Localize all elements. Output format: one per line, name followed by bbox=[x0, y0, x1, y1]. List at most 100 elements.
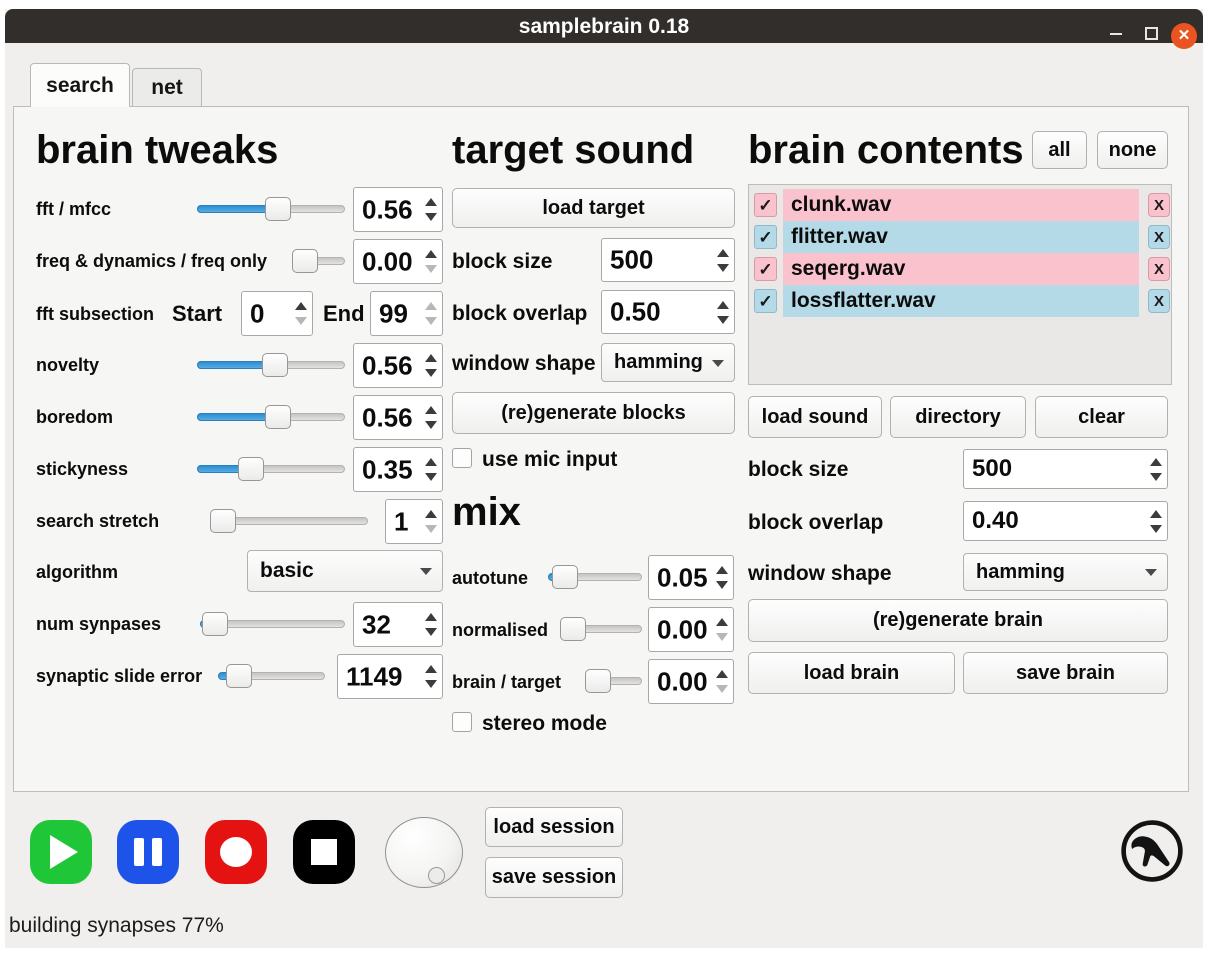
load-sound-button[interactable]: load sound bbox=[748, 396, 882, 438]
normalised-spinbox[interactable]: 0.00 bbox=[648, 607, 734, 652]
clear-button[interactable]: clear bbox=[1035, 396, 1168, 438]
search-stretch-slider[interactable] bbox=[210, 509, 368, 533]
slider-handle[interactable] bbox=[202, 612, 228, 636]
close-icon[interactable]: ✕ bbox=[1171, 23, 1197, 49]
freq-dynamics-spinbox[interactable]: 0.00 bbox=[353, 239, 443, 284]
fft-mfcc-slider[interactable] bbox=[197, 197, 345, 221]
spin-up-icon[interactable] bbox=[1150, 457, 1162, 466]
stickyness-spinbox[interactable]: 0.35 bbox=[353, 447, 443, 492]
num-synpases-spinbox[interactable]: 32 bbox=[353, 602, 443, 647]
maximize-icon[interactable] bbox=[1145, 27, 1158, 40]
spin-down-icon[interactable] bbox=[425, 628, 437, 636]
slider-handle[interactable] bbox=[292, 249, 318, 273]
spin-down-icon[interactable] bbox=[425, 525, 437, 533]
directory-button[interactable]: directory bbox=[890, 396, 1026, 438]
fft-subsection-start-spinbox[interactable]: 0 bbox=[241, 291, 313, 336]
regenerate-brain-button[interactable]: (re)generate brain bbox=[748, 599, 1168, 642]
load-session-button[interactable]: load session bbox=[485, 807, 623, 847]
remove-sample-button[interactable]: X bbox=[1148, 193, 1170, 217]
select-all-button[interactable]: all bbox=[1032, 131, 1087, 169]
spin-down-icon[interactable] bbox=[1150, 472, 1162, 481]
titlebar[interactable]: samplebrain 0.18 ✕ bbox=[5, 9, 1203, 49]
novelty-spinbox[interactable]: 0.56 bbox=[353, 343, 443, 388]
remove-sample-button[interactable]: X bbox=[1148, 225, 1170, 249]
spin-up-icon[interactable] bbox=[717, 248, 729, 257]
spin-down-icon[interactable] bbox=[425, 265, 437, 273]
slider-handle[interactable] bbox=[226, 664, 252, 688]
spin-up-icon[interactable] bbox=[425, 510, 437, 518]
save-session-button[interactable]: save session bbox=[485, 857, 623, 898]
regenerate-blocks-button[interactable]: (re)generate blocks bbox=[452, 392, 735, 434]
spin-up-icon[interactable] bbox=[717, 300, 729, 309]
play-button[interactable] bbox=[30, 820, 92, 884]
boredom-spinbox[interactable]: 0.56 bbox=[353, 395, 443, 440]
sample-checkbox[interactable]: ✓ bbox=[754, 225, 777, 249]
slider-handle[interactable] bbox=[585, 669, 611, 693]
synaptic-slide-error-slider[interactable] bbox=[218, 664, 325, 688]
slider-handle[interactable] bbox=[560, 617, 586, 641]
sample-name[interactable]: flitter.wav bbox=[783, 221, 1139, 253]
spin-down-icon[interactable] bbox=[717, 315, 729, 324]
boredom-slider[interactable] bbox=[197, 405, 345, 429]
slider-handle[interactable] bbox=[210, 509, 236, 533]
brain-contents-list[interactable]: ✓ clunk.wav X ✓ flitter.wav X ✓ seqerg.w… bbox=[748, 184, 1172, 385]
spin-up-icon[interactable] bbox=[295, 302, 307, 310]
fft-mfcc-spinbox[interactable]: 0.56 bbox=[353, 187, 443, 232]
fft-subsection-end-spinbox[interactable]: 99 bbox=[370, 291, 443, 336]
algorithm-dropdown[interactable]: basic bbox=[247, 550, 443, 592]
spin-up-icon[interactable] bbox=[716, 670, 728, 678]
spin-down-icon[interactable] bbox=[425, 473, 437, 481]
spin-down-icon[interactable] bbox=[425, 680, 437, 688]
search-stretch-spinbox[interactable]: 1 bbox=[385, 499, 443, 544]
spin-up-icon[interactable] bbox=[425, 458, 437, 466]
sample-name[interactable]: lossflatter.wav bbox=[783, 285, 1139, 317]
normalised-slider[interactable] bbox=[560, 617, 642, 641]
list-item[interactable]: ✓ clunk.wav X bbox=[749, 189, 1173, 221]
record-button[interactable] bbox=[205, 820, 267, 884]
remove-sample-button[interactable]: X bbox=[1148, 257, 1170, 281]
spin-up-icon[interactable] bbox=[425, 354, 437, 362]
brain-block-overlap-spinbox[interactable]: 0.40 bbox=[963, 501, 1168, 541]
brain-block-size-spinbox[interactable]: 500 bbox=[963, 449, 1168, 489]
autotune-slider[interactable] bbox=[548, 565, 642, 589]
spin-down-icon[interactable] bbox=[295, 317, 307, 325]
spin-up-icon[interactable] bbox=[716, 618, 728, 626]
spin-down-icon[interactable] bbox=[425, 317, 437, 325]
slider-handle[interactable] bbox=[238, 457, 264, 481]
target-window-shape-dropdown[interactable]: hamming bbox=[601, 343, 735, 382]
load-brain-button[interactable]: load brain bbox=[748, 652, 955, 694]
save-brain-button[interactable]: save brain bbox=[963, 652, 1168, 694]
spin-up-icon[interactable] bbox=[716, 566, 728, 574]
spin-down-icon[interactable] bbox=[716, 633, 728, 641]
synaptic-slide-error-spinbox[interactable]: 1149 bbox=[337, 654, 443, 699]
sample-checkbox[interactable]: ✓ bbox=[754, 289, 777, 313]
spin-down-icon[interactable] bbox=[717, 263, 729, 272]
spin-down-icon[interactable] bbox=[425, 213, 437, 221]
spin-up-icon[interactable] bbox=[425, 406, 437, 414]
spin-up-icon[interactable] bbox=[425, 198, 437, 206]
spin-up-icon[interactable] bbox=[425, 665, 437, 673]
stop-button[interactable] bbox=[293, 820, 355, 884]
stickyness-slider[interactable] bbox=[197, 457, 345, 481]
remove-sample-button[interactable]: X bbox=[1148, 289, 1170, 313]
spin-up-icon[interactable] bbox=[425, 250, 437, 258]
pause-button[interactable] bbox=[117, 820, 179, 884]
list-item[interactable]: ✓ seqerg.wav X bbox=[749, 253, 1173, 285]
spin-down-icon[interactable] bbox=[1150, 524, 1162, 533]
stereo-mode-checkbox[interactable] bbox=[452, 712, 472, 732]
spin-up-icon[interactable] bbox=[425, 302, 437, 310]
list-item[interactable]: ✓ lossflatter.wav X bbox=[749, 285, 1173, 317]
spin-down-icon[interactable] bbox=[425, 369, 437, 377]
list-item[interactable]: ✓ flitter.wav X bbox=[749, 221, 1173, 253]
spin-up-icon[interactable] bbox=[425, 613, 437, 621]
brain-window-shape-dropdown[interactable]: hamming bbox=[963, 553, 1168, 591]
minimize-icon[interactable] bbox=[1110, 33, 1122, 35]
slider-handle[interactable] bbox=[262, 353, 288, 377]
slider-handle[interactable] bbox=[552, 565, 578, 589]
freq-dynamics-slider[interactable] bbox=[292, 249, 345, 273]
sample-name[interactable]: seqerg.wav bbox=[783, 253, 1139, 285]
autotune-spinbox[interactable]: 0.05 bbox=[648, 555, 734, 600]
num-synpases-slider[interactable] bbox=[200, 612, 345, 636]
tab-net[interactable]: net bbox=[132, 68, 202, 107]
spin-down-icon[interactable] bbox=[716, 685, 728, 693]
